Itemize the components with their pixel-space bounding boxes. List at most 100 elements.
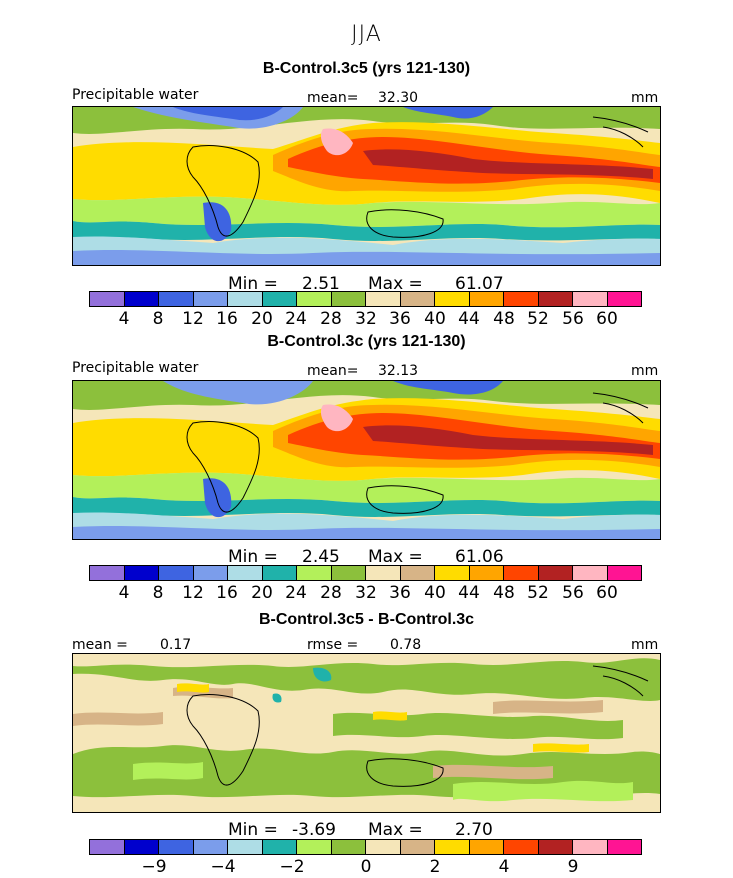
panel-1-colorbar-bin — [435, 292, 470, 306]
panel-1-colorbar-bin — [366, 292, 401, 306]
panel-2-colorbar-tick: 4 — [118, 583, 130, 603]
panel-3-colorbar-bin — [90, 840, 125, 854]
panel-1-colorbar-tick: 48 — [493, 309, 515, 329]
panel-1-colorbar-bin — [400, 292, 435, 306]
panel-1-colorbar-bin — [469, 292, 504, 306]
panel-1-min-label: Min = — [228, 274, 278, 294]
panel-3-colorbar-bin — [124, 840, 159, 854]
panel-1-min-value: 2.51 — [302, 274, 340, 294]
panel-1-colorbar-tick: 28 — [320, 309, 342, 329]
panel-2-units: mm — [631, 363, 659, 379]
panel-3-max-value: 2.70 — [455, 820, 493, 840]
panel-3-mean-value: 0.17 — [160, 637, 192, 653]
panel-2-colorbar-bin — [573, 566, 608, 580]
panel-2-colorbar-bin — [331, 566, 366, 580]
panel-3-units: mm — [631, 637, 659, 653]
panel-2-variable-label: Precipitable water — [72, 360, 199, 376]
panel-2-max-label: Max = — [368, 547, 423, 567]
panel-3-min-label: Min = — [228, 820, 278, 840]
panel-2-max-value: 61.06 — [455, 547, 504, 567]
panel-1-colorbar-bin — [607, 292, 641, 306]
panel-3-max-label: Max = — [368, 820, 423, 840]
panel-1-mean-label: mean= — [307, 90, 359, 106]
panel-2-colorbar-bin — [366, 566, 401, 580]
panel-2-colorbar-bin — [435, 566, 470, 580]
panel-1-map-field — [73, 107, 660, 265]
panel-2-colorbar-bin — [607, 566, 641, 580]
panel-3-colorbar-tick: 0 — [360, 857, 372, 877]
panel-2-title: B-Control.3c (yrs 121-130) — [267, 333, 466, 350]
panel-2-colorbar-tick: 36 — [389, 583, 411, 603]
panel-2-colorbar-bin — [469, 566, 504, 580]
panel-1-max-label: Max = — [368, 274, 423, 294]
panel-1-colorbar-tick: 8 — [152, 309, 164, 329]
panel-3-rmse-label: rmse = — [307, 637, 359, 653]
panel-3-colorbar-bin — [504, 840, 539, 854]
panel-1-map — [72, 106, 661, 266]
panel-2-colorbar-bin — [262, 566, 297, 580]
panel-3-mean-label: mean = — [72, 637, 128, 653]
panel-1-colorbar-bin — [159, 292, 194, 306]
panel-3-colorbar-tick: −9 — [141, 857, 167, 877]
panel-3-map-field — [73, 654, 660, 812]
panel-3-rmse-value: 0.78 — [390, 637, 422, 653]
panel-2-mean-label: mean= — [307, 363, 359, 379]
panel-2-map — [72, 380, 661, 540]
panel-1-colorbar-tick: 24 — [285, 309, 307, 329]
panel-2-colorbar-bin — [297, 566, 332, 580]
panel-3-title: B-Control.3c5 - B-Control.3c — [258, 611, 475, 628]
panel-1-variable-label: Precipitable water — [72, 87, 199, 103]
panel-1-colorbar-tick: 20 — [251, 309, 273, 329]
panel-3-colorbar-bin — [159, 840, 194, 854]
panel-2-colorbar-tick: 32 — [355, 583, 377, 603]
panel-2-min-label: Min = — [228, 547, 278, 567]
panel-2-colorbar — [89, 565, 642, 581]
panel-1-colorbar-tick: 36 — [389, 309, 411, 329]
panel-2-colorbar-tick: 24 — [285, 583, 307, 603]
panel-1-colorbar-bin — [504, 292, 539, 306]
panel-2-colorbar-tick: 8 — [152, 583, 164, 603]
panel-1-colorbar-bin — [297, 292, 332, 306]
panel-3-colorbar-bin — [193, 840, 228, 854]
panel-3-colorbar-bin — [538, 840, 573, 854]
panel-2-colorbar-tick: 48 — [493, 583, 515, 603]
panel-1-colorbar-bin — [193, 292, 228, 306]
panel-2-colorbar-tick: 16 — [216, 583, 238, 603]
panel-2-mean-value: 32.13 — [378, 363, 419, 379]
panel-1-colorbar-tick: 12 — [182, 309, 204, 329]
panel-1-max-value: 61.07 — [455, 274, 504, 294]
panel-2-min-value: 2.45 — [302, 547, 340, 567]
panel-1-colorbar-bin — [538, 292, 573, 306]
panel-1-colorbar-tick: 40 — [424, 309, 446, 329]
panel-2-colorbar-bin — [159, 566, 194, 580]
panel-2-colorbar-tick: 12 — [182, 583, 204, 603]
panel-1-colorbar-tick: 16 — [216, 309, 238, 329]
panel-2-colorbar-bin — [400, 566, 435, 580]
panel-3-colorbar-bin — [607, 840, 641, 854]
panel-1-mean-value: 32.30 — [378, 90, 419, 106]
figure-season-title: JJA — [351, 22, 382, 47]
panel-2-colorbar-tick: 20 — [251, 583, 273, 603]
panel-3-colorbar-bin — [469, 840, 504, 854]
panel-1-colorbar-tick: 60 — [596, 309, 618, 329]
panel-3-colorbar-tick: 9 — [567, 857, 579, 877]
panel-1-units: mm — [631, 90, 659, 106]
panel-3-colorbar-bin — [435, 840, 470, 854]
panel-3-map — [72, 653, 661, 813]
panel-3-colorbar-bin — [262, 840, 297, 854]
panel-2-colorbar-tick: 56 — [562, 583, 584, 603]
panel-3-colorbar-tick: −4 — [210, 857, 236, 877]
panel-2-colorbar-bin — [538, 566, 573, 580]
panel-3-min-value: -3.69 — [292, 820, 336, 840]
panel-2-colorbar-tick: 52 — [527, 583, 549, 603]
panel-2-colorbar-tick: 60 — [596, 583, 618, 603]
panel-1-colorbar-bin — [331, 292, 366, 306]
panel-2-colorbar-bin — [124, 566, 159, 580]
panel-3-colorbar-bin — [573, 840, 608, 854]
panel-1-title: B-Control.3c5 (yrs 121-130) — [262, 60, 471, 77]
panel-1-colorbar-tick: 56 — [562, 309, 584, 329]
panel-2-colorbar-bin — [504, 566, 539, 580]
panel-3-colorbar-bin — [297, 840, 332, 854]
panel-2-colorbar-bin — [193, 566, 228, 580]
panel-3-colorbar-bin — [331, 840, 366, 854]
